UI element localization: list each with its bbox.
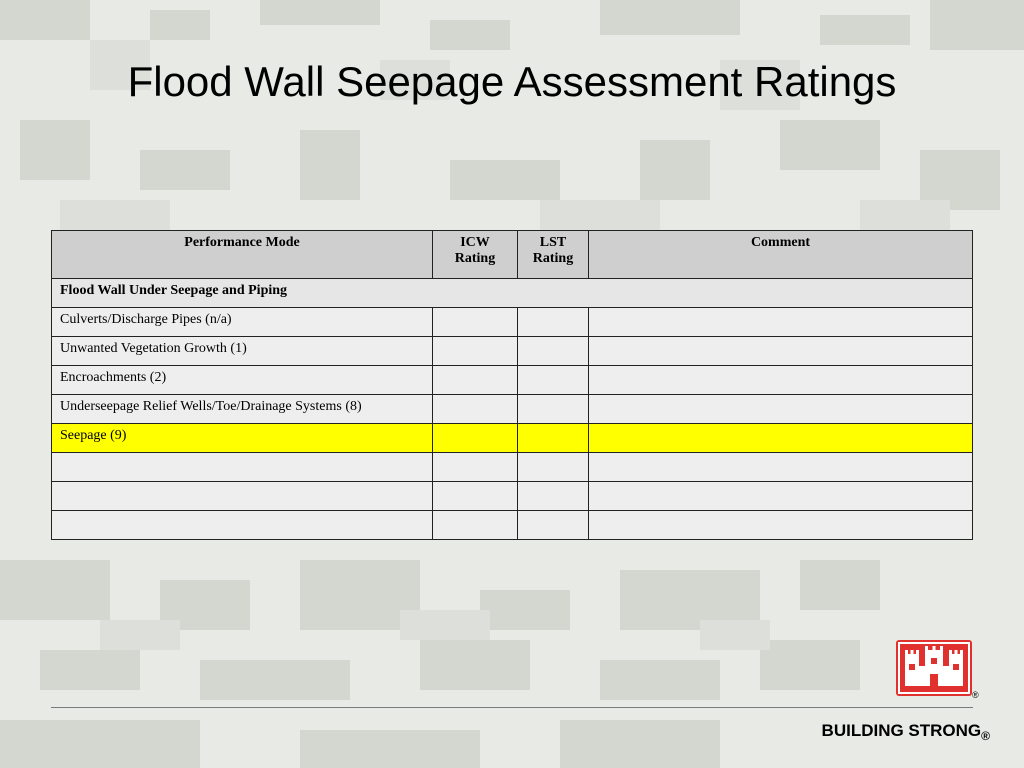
row-comment xyxy=(588,510,973,540)
row-comment xyxy=(588,365,973,395)
header-icw-rating: ICW Rating xyxy=(432,230,518,279)
row-lst-rating xyxy=(517,481,589,511)
row-mode: Underseepage Relief Wells/Toe/Drainage S… xyxy=(51,394,433,424)
header-performance-mode: Performance Mode xyxy=(51,230,433,279)
row-mode xyxy=(51,481,433,511)
section-title: Flood Wall Under Seepage and Piping xyxy=(51,278,973,308)
row-lst-rating xyxy=(517,510,589,540)
table-row: Encroachments (2) xyxy=(51,365,973,395)
row-icw-rating xyxy=(432,423,518,453)
row-comment xyxy=(588,452,973,482)
row-mode: Seepage (9) xyxy=(51,423,433,453)
row-comment xyxy=(588,423,973,453)
header-lst-rating: LST Rating xyxy=(517,230,589,279)
page-title: Flood Wall Seepage Assessment Ratings xyxy=(127,58,897,105)
row-comment xyxy=(588,336,973,366)
row-lst-rating xyxy=(517,307,589,337)
footer-building-strong: BUILDING STRONG® xyxy=(821,721,990,743)
table-header-row: Performance Mode ICW Rating LST Rating Com… xyxy=(51,230,973,279)
table-row: Culverts/Discharge Pipes (n/a) xyxy=(51,307,973,337)
row-mode: Unwanted Vegetation Growth (1) xyxy=(51,336,433,366)
table-row-highlighted: Seepage (9) xyxy=(51,423,973,453)
row-mode xyxy=(51,452,433,482)
row-icw-rating xyxy=(432,307,518,337)
row-lst-rating xyxy=(517,394,589,424)
assessment-table: Performance Mode ICW Rating LST Rating Com… xyxy=(51,230,973,540)
row-icw-rating xyxy=(432,336,518,366)
row-comment xyxy=(588,394,973,424)
castle-icon xyxy=(896,640,972,696)
footer-divider xyxy=(51,707,973,708)
logo-registered-mark: ® xyxy=(972,690,979,700)
row-icw-rating xyxy=(432,481,518,511)
header-comment: Comment xyxy=(588,230,973,279)
row-lst-rating xyxy=(517,336,589,366)
section-row: Flood Wall Under Seepage and Piping xyxy=(51,278,973,308)
row-icw-rating xyxy=(432,365,518,395)
row-lst-rating xyxy=(517,452,589,482)
table-row xyxy=(51,481,973,511)
row-mode: Encroachments (2) xyxy=(51,365,433,395)
table-row xyxy=(51,510,973,540)
row-icw-rating xyxy=(432,394,518,424)
row-lst-rating xyxy=(517,365,589,395)
row-mode: Culverts/Discharge Pipes (n/a) xyxy=(51,307,433,337)
table-row xyxy=(51,452,973,482)
table-row: Underseepage Relief Wells/Toe/Drainage S… xyxy=(51,394,973,424)
table-row: Unwanted Vegetation Growth (1) xyxy=(51,336,973,366)
row-comment xyxy=(588,481,973,511)
row-icw-rating xyxy=(432,452,518,482)
row-comment xyxy=(588,307,973,337)
row-lst-rating xyxy=(517,423,589,453)
row-icw-rating xyxy=(432,510,518,540)
row-mode xyxy=(51,510,433,540)
